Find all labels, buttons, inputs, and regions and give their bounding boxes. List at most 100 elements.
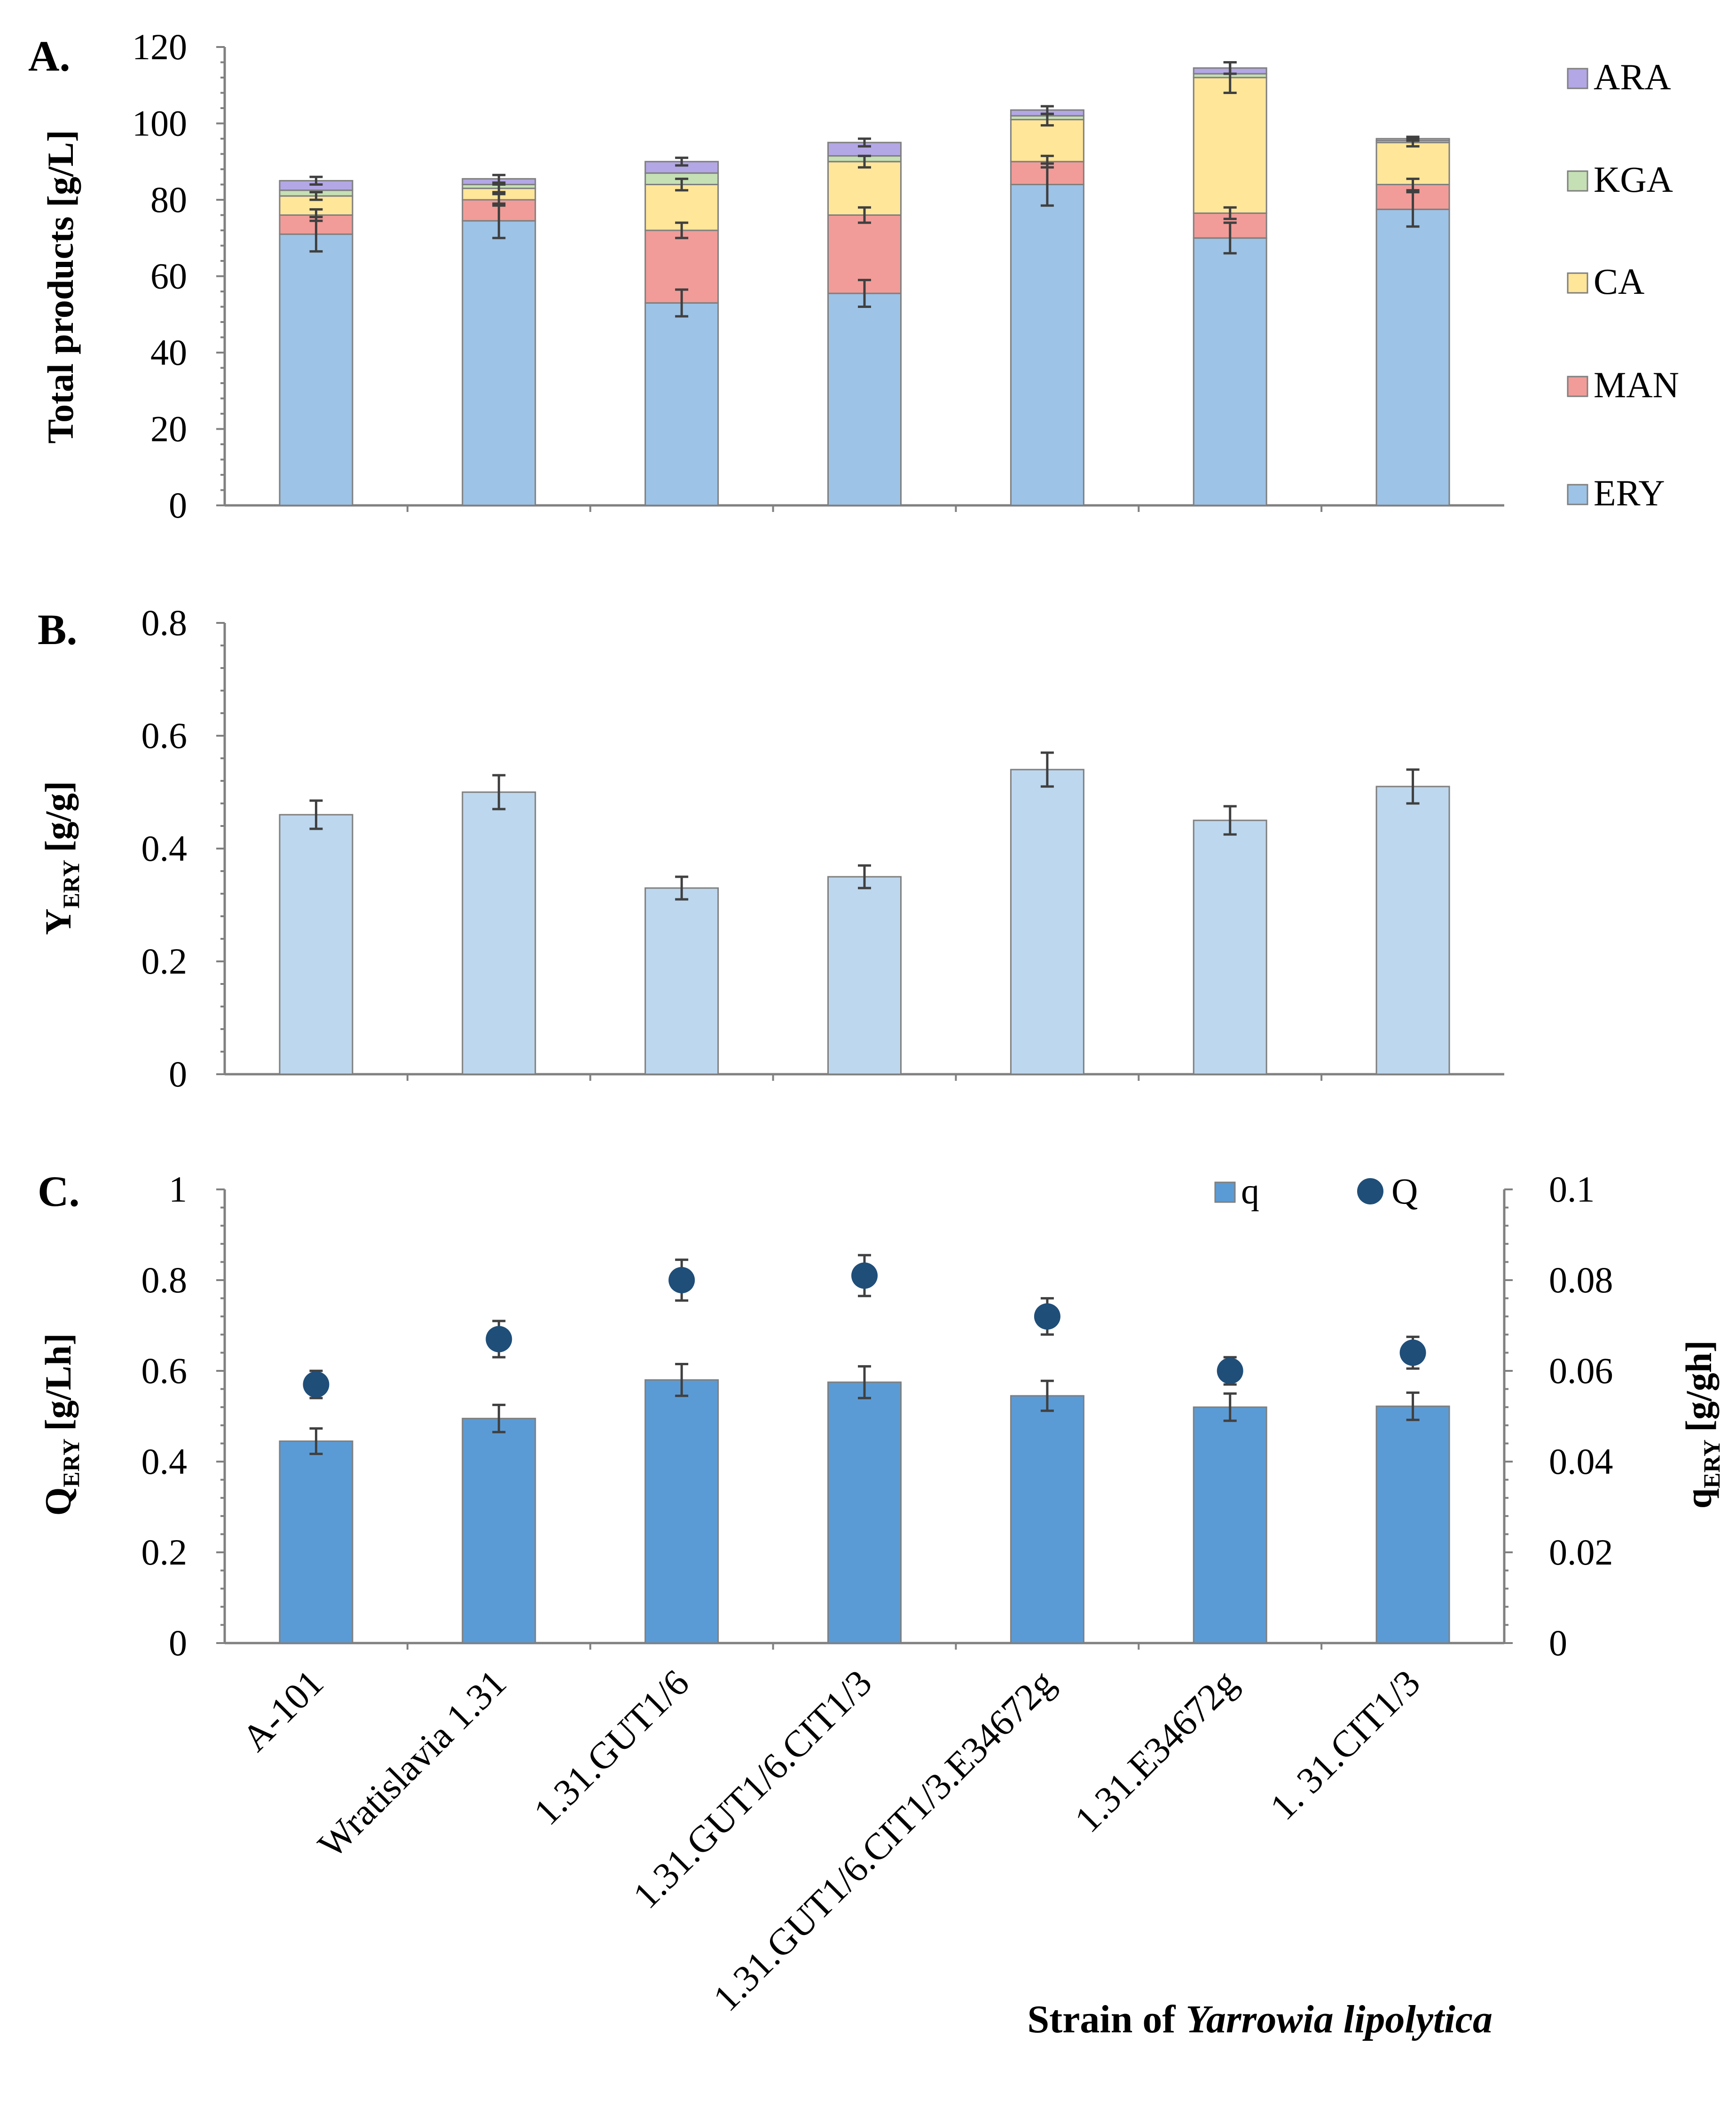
legend-swatch-ara — [1567, 68, 1588, 89]
panel-b-axes: 0 0.2 0.4 0.6 0.8 — [141, 602, 1504, 1094]
x-axis-title-italic: Yarrowia lipolytica — [1186, 1998, 1492, 2041]
panel-c-right-y-tick-label: 0.1 — [1549, 1169, 1595, 1210]
panel-b-y-tick-label: 0.6 — [141, 715, 188, 756]
x-category-label: 1.31.E34672g — [1067, 1662, 1246, 1841]
panel-a-axes: 0 20 40 60 80 100 120 — [132, 26, 1504, 526]
legend-swatch-kga — [1567, 170, 1588, 192]
legend-label-ery: ERY — [1594, 472, 1665, 513]
panel-a-y-label: Total products [g/L] — [40, 130, 81, 443]
bar-yield — [1010, 769, 1084, 1075]
legend-label-kga: KGA — [1594, 159, 1673, 200]
bar-ery — [462, 220, 536, 506]
panel-a-y-tick-label: 40 — [150, 332, 187, 373]
panel-b-y-label-sub: ERY — [58, 860, 84, 909]
panel-b-y-tick-label: 0.4 — [141, 828, 188, 869]
panel-c-right-y-tick-label: 0.02 — [1549, 1532, 1613, 1573]
x-axis-title-bold: Strain of — [1027, 1998, 1176, 2041]
panel-c-y-tick-label: 0.2 — [141, 1532, 188, 1573]
panel-c-y-tick-label: 1 — [169, 1169, 187, 1210]
legend-label-q: q — [1241, 1171, 1259, 1211]
panel-c-bars — [279, 1254, 1450, 1644]
bar-q — [1375, 1405, 1450, 1644]
legend-swatch-man — [1567, 376, 1588, 397]
x-category-label: 1.31.GUT1/6.CIT1/3.E34672g — [706, 1662, 1063, 2020]
panel-c-right-y-tick-label: 0.06 — [1549, 1350, 1613, 1391]
bar-ery — [827, 292, 902, 506]
bar-yield — [1375, 786, 1450, 1075]
x-category-label: A-101 — [234, 1662, 331, 1760]
legend-swatch-q — [1214, 1181, 1236, 1203]
panel-c-axes: 0 0.2 0.4 0.6 0.8 1 0 0.02 0.04 0.06 0.08 0.1 — [141, 1169, 1613, 1663]
panel-c-right-y-label-main: q — [1678, 1488, 1719, 1509]
panel-c-y-tick-label: 0.6 — [141, 1350, 188, 1391]
x-axis-title: Strain of Yarrowia lipolytica — [1027, 1998, 1492, 2041]
bar-yield — [279, 814, 353, 1075]
panel-c-y-tick-label: 0 — [169, 1622, 187, 1663]
panel-b-y-tick-label: 0 — [169, 1054, 187, 1094]
panel-a-y-tick-label: 80 — [150, 179, 187, 220]
bar-q — [1193, 1406, 1267, 1644]
point-Q — [1217, 1358, 1243, 1384]
panel-a-y-tick-label: 0 — [169, 485, 187, 526]
x-category-label: 1. 31.CIT1/3 — [1262, 1662, 1428, 1828]
point-Q — [668, 1267, 695, 1293]
legend-label-ara: ARA — [1594, 56, 1671, 97]
bar-ca — [827, 161, 902, 216]
panel-c-right-y-tick-label: 0.08 — [1549, 1259, 1613, 1300]
legend-label-man: MAN — [1594, 364, 1679, 405]
panel-c-right-y-label: qERY [g/gh] — [1678, 1340, 1725, 1509]
panel-c-left-y-label: QERY [g/Lh] — [38, 1333, 84, 1516]
bar-yield — [644, 887, 719, 1075]
panel-c-y-tick-label: 0.8 — [141, 1259, 188, 1300]
panel-c-left-y-label-unit: [g/Lh] — [38, 1333, 79, 1431]
bar-ca — [1193, 77, 1267, 214]
bar-q — [462, 1417, 536, 1644]
panel-c-right-y-tick-label: 0 — [1549, 1622, 1567, 1663]
panel-c-letter: C. — [38, 1167, 79, 1215]
panel-a-y-tick-label: 120 — [132, 26, 187, 67]
bar-yield — [827, 876, 902, 1075]
bar-q — [1010, 1395, 1084, 1644]
x-category-label: 1.31.GUT1/6 — [526, 1662, 697, 1833]
bar-ery — [1010, 184, 1084, 506]
x-category-label: Wratislavia 1.31 — [310, 1662, 514, 1866]
legend-swatch-ca — [1567, 272, 1588, 294]
bar-ery — [1193, 237, 1267, 506]
bar-ery — [1375, 208, 1450, 506]
bar-q — [279, 1440, 353, 1644]
point-Q — [303, 1371, 330, 1398]
panel-b-y-tick-label: 0.8 — [141, 602, 188, 643]
point-Q — [1399, 1339, 1426, 1366]
panel-c: C. QERY[g/Lh] qERY[g/gh] 00.20.40.60.810… — [38, 1167, 1725, 1663]
panel-a-y-tick-label: 60 — [150, 256, 187, 297]
panel-b-y-label-main: Y — [38, 909, 79, 935]
bar-q — [827, 1381, 902, 1644]
point-Q — [851, 1262, 878, 1289]
panel-c-left-y-label-main: Q — [38, 1487, 79, 1516]
panel-c-right-y-label-unit: [g/gh] — [1678, 1340, 1719, 1432]
panel-a: A. Total products [g/L] 020406080100120 … — [28, 26, 1679, 526]
panel-a-bars — [279, 61, 1450, 506]
panel-b: B. YERY [g/g] 0 0.2 0.4 0.6 0.8 — [38, 602, 1504, 1094]
point-Q — [1034, 1303, 1060, 1330]
panel-b-bars — [279, 751, 1450, 1075]
panel-b-letter: B. — [38, 606, 77, 653]
panel-c-left-y-label-sub: ERY — [58, 1439, 84, 1487]
bar-yield — [1193, 819, 1267, 1075]
bar-ery — [279, 233, 353, 506]
legend-marker-Q — [1357, 1178, 1383, 1204]
legend-swatch-ery — [1567, 484, 1588, 505]
bar-yield — [462, 791, 536, 1075]
panel-a-y-tick-label: 20 — [150, 409, 187, 449]
panel-b-y-label-unit: [g/g] — [38, 781, 79, 852]
bar-ca — [1375, 142, 1450, 185]
legend-label-Q: Q — [1391, 1171, 1418, 1211]
panel-c-right-y-label-sub: ERY — [1698, 1440, 1725, 1488]
panel-a-legend: ARA KGA CA MAN ERY — [1567, 56, 1679, 513]
legend-label-ca: CA — [1594, 261, 1644, 302]
bar-q — [644, 1379, 719, 1644]
panel-b-y-label: YERY [g/g] — [38, 781, 84, 935]
